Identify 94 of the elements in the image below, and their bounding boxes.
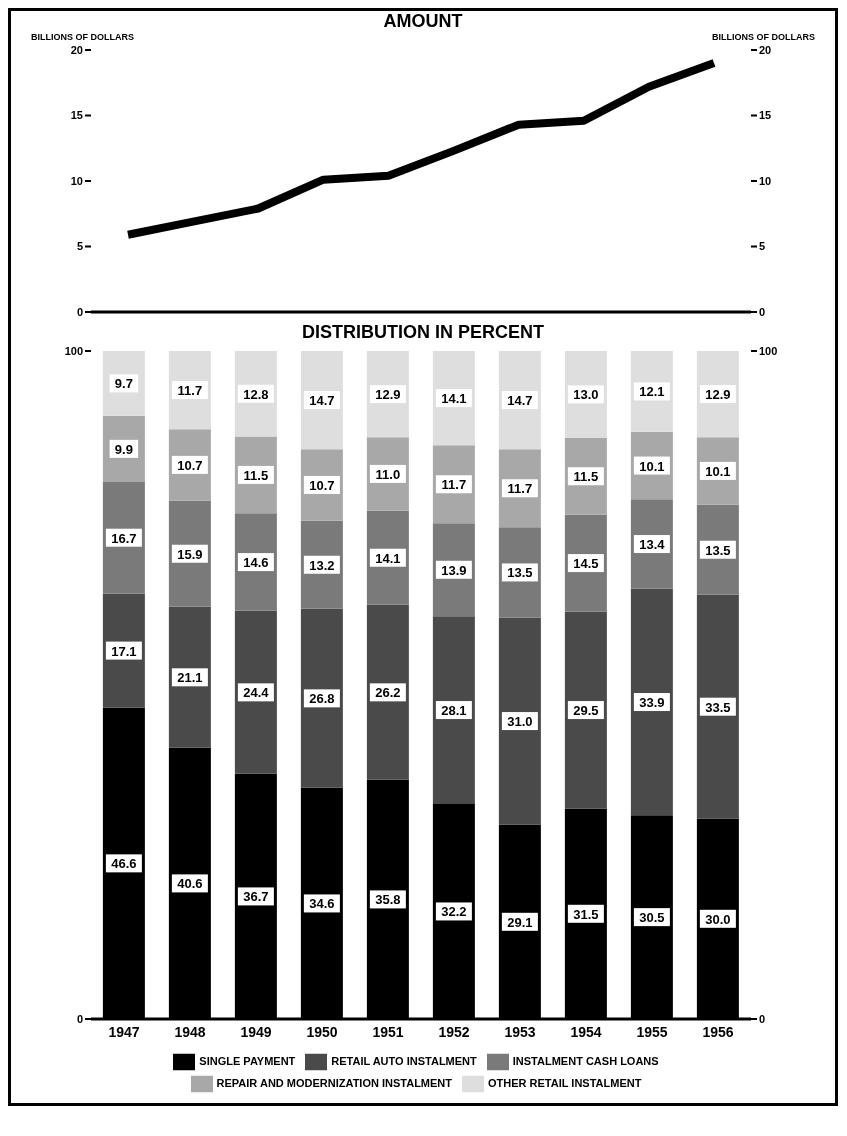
- y-tick-label: 20: [70, 43, 83, 56]
- y2-tick-label: 15: [759, 109, 772, 122]
- x-tick-label: 1954: [570, 1023, 602, 1040]
- data-label: 13.4: [639, 537, 666, 553]
- y2-axis-title: BILLIONS OF DOLLARS: [712, 32, 815, 42]
- data-label: 40.6: [177, 876, 203, 892]
- x-tick-label: 1951: [372, 1023, 404, 1040]
- data-label: 26.8: [309, 691, 335, 707]
- y-tick-label: 5: [76, 240, 83, 253]
- bar: [366, 604, 409, 780]
- data-label: 13.9: [441, 562, 467, 578]
- chart-title: DISTRIBUTION IN PERCENT: [301, 322, 545, 343]
- bar: [432, 616, 475, 804]
- data-label: 46.6: [111, 856, 137, 872]
- legend-label: REPAIR AND MODERNIZATION INSTALMENT: [216, 1076, 453, 1089]
- data-label: 32.2: [441, 904, 467, 920]
- data-label: 14.7: [309, 393, 335, 409]
- data-label: 30.0: [705, 911, 731, 927]
- data-label: 28.1: [441, 703, 467, 719]
- y-tick-label: 15: [70, 109, 83, 122]
- data-label: 11.7: [507, 481, 533, 497]
- bar: [696, 594, 739, 819]
- bar: [234, 610, 277, 774]
- data-label: 10.1: [705, 463, 731, 479]
- data-label: 13.5: [507, 565, 533, 581]
- data-label: 11.5: [573, 469, 599, 485]
- data-label: 11.7: [441, 477, 467, 493]
- data-label: 16.7: [111, 530, 137, 546]
- bar: [102, 593, 145, 708]
- chart-title: AMOUNT: [382, 11, 464, 32]
- bar: [102, 481, 145, 594]
- bar: [300, 608, 343, 788]
- data-label: 33.5: [705, 699, 731, 715]
- x-tick-label: 1950: [306, 1023, 338, 1040]
- data-label: 14.1: [441, 391, 467, 407]
- data-label: 12.9: [375, 387, 401, 403]
- data-label: 29.5: [573, 703, 599, 719]
- data-label: 13.0: [573, 387, 599, 403]
- legend-label: SINGLE PAYMENT: [199, 1054, 296, 1067]
- bar: [564, 611, 607, 809]
- data-label: 30.5: [639, 910, 665, 926]
- y-tick-label: 10: [70, 174, 83, 187]
- bar: [630, 588, 673, 816]
- y2-tick-label: 20: [759, 43, 772, 56]
- data-label: 15.9: [177, 546, 203, 562]
- y-tick-label: 0: [76, 1012, 83, 1025]
- legend-label: INSTALMENT CASH LOANS: [512, 1054, 659, 1067]
- data-label: 21.1: [177, 670, 203, 686]
- data-label: 12.1: [639, 384, 665, 400]
- data-label: 35.8: [375, 892, 401, 908]
- data-label: 11.7: [177, 383, 203, 399]
- data-label: 34.6: [309, 896, 335, 912]
- x-tick-label: 1948: [174, 1023, 206, 1040]
- y-tick-label: 0: [76, 305, 83, 318]
- data-label: 14.1: [375, 550, 401, 566]
- data-label: 11.0: [375, 466, 401, 482]
- legend-label: OTHER RETAIL INSTALMENT: [488, 1076, 642, 1089]
- x-tick-label: 1952: [438, 1023, 470, 1040]
- x-tick-label: 1956: [702, 1023, 734, 1040]
- data-label: 12.8: [243, 386, 269, 402]
- bar: [168, 606, 211, 748]
- data-label: 10.7: [177, 457, 203, 473]
- x-tick-label: 1949: [240, 1023, 272, 1040]
- data-label: 9.9: [114, 441, 133, 457]
- data-label: 31.5: [573, 906, 599, 922]
- x-tick-label: 1953: [504, 1023, 536, 1040]
- legend-label: RETAIL AUTO INSTALMENT: [331, 1054, 477, 1067]
- data-label: 13.5: [705, 542, 731, 558]
- x-tick-label: 1947: [108, 1023, 140, 1040]
- data-label: 14.6: [243, 555, 269, 571]
- y2-tick-label: 5: [759, 240, 766, 253]
- y-tick-label: 100: [64, 344, 83, 357]
- data-label: 29.1: [507, 914, 533, 930]
- data-label: 9.7: [114, 376, 133, 392]
- data-label: 14.7: [507, 393, 533, 409]
- data-label: 33.9: [639, 695, 665, 711]
- x-tick-label: 1955: [636, 1023, 668, 1040]
- data-label: 24.4: [243, 685, 270, 701]
- data-label: 17.1: [111, 643, 137, 659]
- data-label: 11.5: [243, 467, 269, 483]
- y2-tick-label: 10: [759, 174, 772, 187]
- data-label: 14.5: [573, 556, 599, 572]
- data-label: 12.9: [705, 387, 731, 403]
- data-label: 10.1: [639, 458, 665, 474]
- data-label: 26.2: [375, 685, 401, 701]
- data-label: 13.2: [309, 557, 335, 573]
- data-label: 10.7: [309, 477, 335, 493]
- y2-tick-label: 0: [759, 305, 766, 318]
- data-label: 36.7: [243, 889, 269, 905]
- y-axis-title: BILLIONS OF DOLLARS: [31, 32, 134, 42]
- y2-tick-label: 100: [759, 344, 778, 357]
- bar: [498, 617, 541, 825]
- y2-tick-label: 0: [759, 1012, 766, 1025]
- data-label: 31.0: [507, 714, 533, 730]
